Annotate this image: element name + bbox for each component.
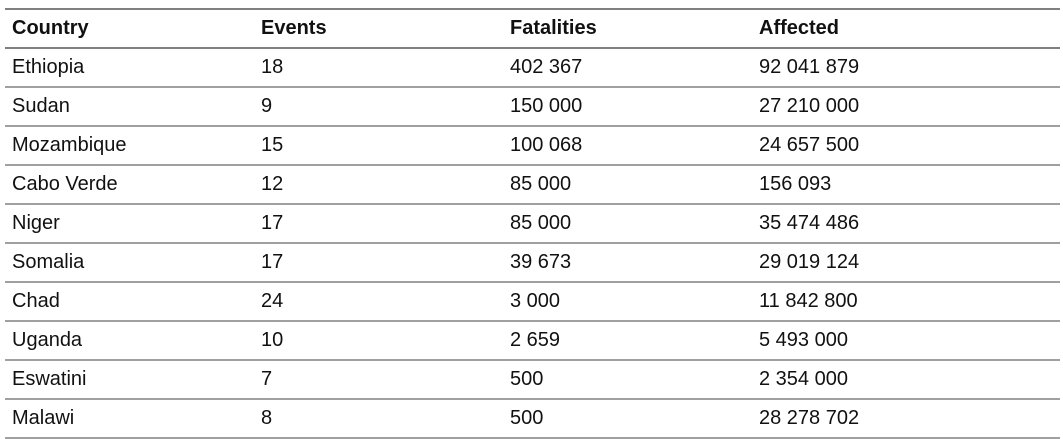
column-header: Fatalities xyxy=(503,8,752,49)
table-cell: 27 210 000 xyxy=(752,87,1060,127)
table-cell: 100 068 xyxy=(503,126,752,166)
table-row: Niger 17 85 000 35 474 486 xyxy=(5,204,1060,244)
table-cell: 85 000 xyxy=(503,165,752,205)
table-cell: 2 659 xyxy=(503,321,752,361)
table-cell: Chad xyxy=(5,282,254,322)
table-cell: 29 019 124 xyxy=(752,243,1060,283)
table-cell: 5 493 000 xyxy=(752,321,1060,361)
table-cell: 39 673 xyxy=(503,243,752,283)
table-cell: 17 xyxy=(254,243,503,283)
table-cell: Somalia xyxy=(5,243,254,283)
table-row: Ethiopia 18 402 367 92 041 879 xyxy=(5,48,1060,88)
table-cell: Cabo Verde xyxy=(5,165,254,205)
table-cell: 7 xyxy=(254,360,503,400)
table-cell: Eswatini xyxy=(5,360,254,400)
table-row: Somalia 17 39 673 29 019 124 xyxy=(5,243,1060,283)
table-cell: 8 xyxy=(254,399,503,439)
table-cell: 15 xyxy=(254,126,503,166)
table-row: Malawi 8 500 28 278 702 xyxy=(5,399,1060,439)
page: Country Events Fatalities Affected Ethiopia… xyxy=(5,8,1060,439)
table-row: Chad 24 3 000 11 842 800 xyxy=(5,282,1060,322)
table-cell: 24 657 500 xyxy=(752,126,1060,166)
table-cell: 18 xyxy=(254,48,503,88)
column-header: Events xyxy=(254,8,503,49)
table-cell: Niger xyxy=(5,204,254,244)
table-cell: 150 000 xyxy=(503,87,752,127)
table-cell: Ethiopia xyxy=(5,48,254,88)
table-cell: Mozambique xyxy=(5,126,254,166)
table-row: Eswatini 7 500 2 354 000 xyxy=(5,360,1060,400)
table-cell: Uganda xyxy=(5,321,254,361)
table-body: Ethiopia 18 402 367 92 041 879 Sudan 9 150 000… xyxy=(5,48,1060,439)
column-header: Country xyxy=(5,8,254,49)
table-cell: 35 474 486 xyxy=(752,204,1060,244)
table-cell: 85 000 xyxy=(503,204,752,244)
table-cell: 17 xyxy=(254,204,503,244)
table-cell: 3 000 xyxy=(503,282,752,322)
table-cell: 500 xyxy=(503,360,752,400)
table-cell: 28 278 702 xyxy=(752,399,1060,439)
table-cell: 24 xyxy=(254,282,503,322)
table-row: Sudan 9 150 000 27 210 000 xyxy=(5,87,1060,127)
table-cell: 12 xyxy=(254,165,503,205)
table-row: Uganda 10 2 659 5 493 000 xyxy=(5,321,1060,361)
data-table: Country Events Fatalities Affected Ethiopia… xyxy=(5,8,1060,439)
table-row: Cabo Verde 12 85 000 156 093 xyxy=(5,165,1060,205)
table-row: Mozambique 15 100 068 24 657 500 xyxy=(5,126,1060,166)
table-cell: 9 xyxy=(254,87,503,127)
header-row: Country Events Fatalities Affected xyxy=(5,8,1060,49)
table-cell: 156 093 xyxy=(752,165,1060,205)
table-cell: 92 041 879 xyxy=(752,48,1060,88)
table-cell: 2 354 000 xyxy=(752,360,1060,400)
table-cell: Malawi xyxy=(5,399,254,439)
table-cell: Sudan xyxy=(5,87,254,127)
table-cell: 402 367 xyxy=(503,48,752,88)
table-cell: 11 842 800 xyxy=(752,282,1060,322)
table-cell: 500 xyxy=(503,399,752,439)
table-cell: 10 xyxy=(254,321,503,361)
column-header: Affected xyxy=(752,8,1060,49)
